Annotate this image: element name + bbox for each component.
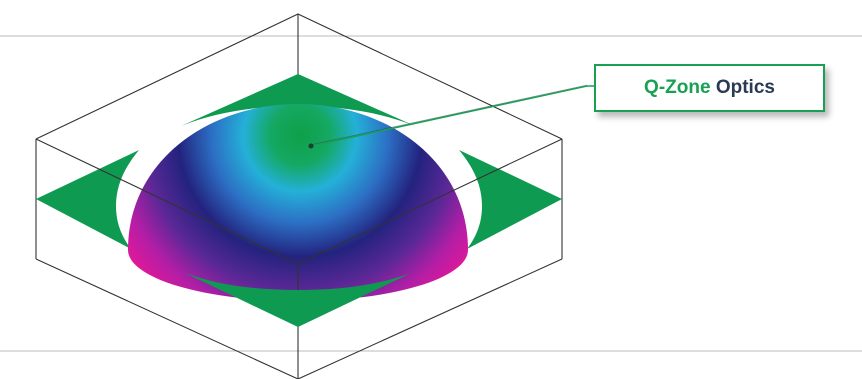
dome-surface bbox=[128, 104, 468, 301]
right-arrow-icon bbox=[459, 150, 562, 249]
callout-anchor-dot bbox=[308, 143, 314, 149]
bottom-arrow-icon bbox=[185, 273, 411, 327]
left-arrow-icon bbox=[36, 150, 139, 249]
callout-label-part2: Optics bbox=[715, 77, 775, 98]
arrow-group bbox=[36, 74, 562, 249]
callout-label-part1: Q-Zone bbox=[644, 77, 711, 98]
callout-leader-line bbox=[310, 85, 596, 147]
q-zone-optics-callout: Q-Zone Optics bbox=[594, 64, 825, 112]
top-arrow-icon bbox=[181, 74, 415, 126]
